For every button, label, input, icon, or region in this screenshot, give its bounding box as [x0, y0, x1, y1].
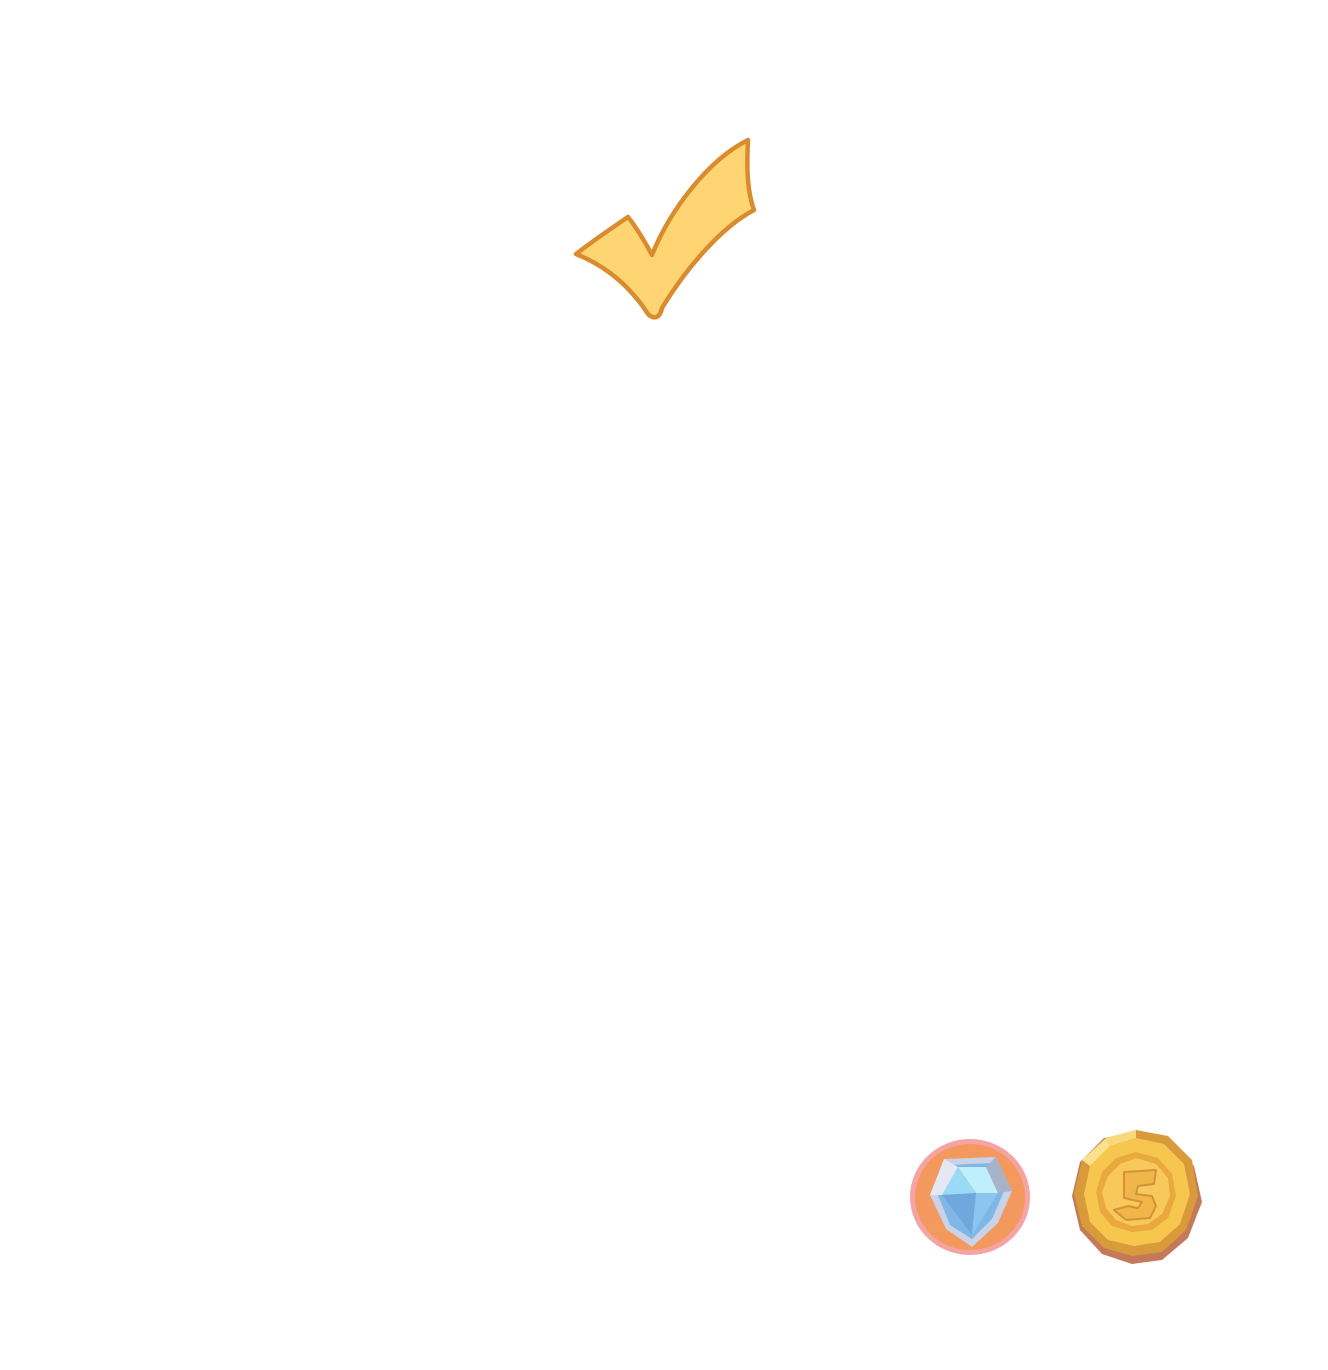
diamond-gem-icon: [906, 1135, 1034, 1259]
checkmark-icon: [560, 130, 770, 330]
gold-coin-icon: [1066, 1126, 1206, 1266]
